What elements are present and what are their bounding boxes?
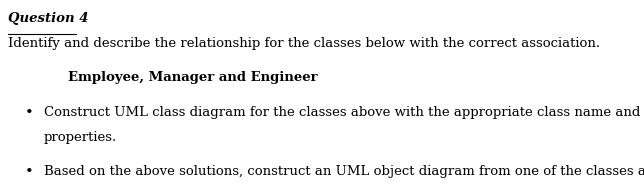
Text: Question 4: Question 4 xyxy=(8,12,88,25)
Text: properties.: properties. xyxy=(44,131,117,144)
Text: Construct UML class diagram for the classes above with the appropriate class nam: Construct UML class diagram for the clas… xyxy=(44,106,640,119)
Text: Employee, Manager and Engineer: Employee, Manager and Engineer xyxy=(68,71,317,84)
Text: •: • xyxy=(24,165,33,180)
Text: Identify and describe the relationship for the classes below with the correct as: Identify and describe the relationship f… xyxy=(8,37,600,50)
Text: Based on the above solutions, construct an UML object diagram from one of the cl: Based on the above solutions, construct … xyxy=(44,165,644,179)
Text: •: • xyxy=(24,106,33,120)
